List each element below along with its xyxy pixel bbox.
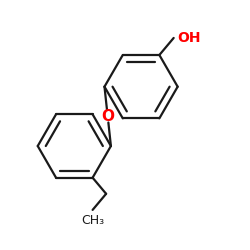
Text: O: O	[101, 109, 114, 124]
Text: CH₃: CH₃	[81, 214, 104, 226]
Text: OH: OH	[177, 31, 201, 45]
